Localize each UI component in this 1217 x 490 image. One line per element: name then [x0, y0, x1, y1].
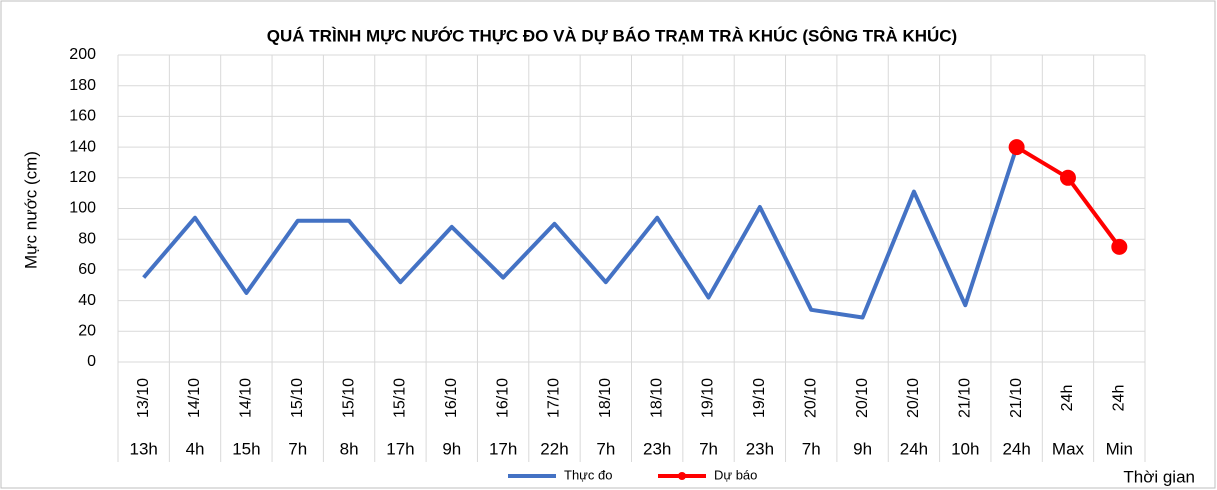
x-tick-label-time: 7h	[596, 439, 615, 458]
series-marker	[1111, 238, 1128, 255]
x-tick-label-time: 7h	[699, 439, 718, 458]
x-tick-label-date: 15/10	[340, 378, 357, 418]
x-axis-title: Thời gian	[1123, 467, 1195, 486]
x-tick-label-date: 20/10	[905, 378, 922, 418]
x-tick-label-date: 15/10	[392, 378, 409, 418]
y-tick-label: 40	[78, 292, 96, 309]
y-tick-label: 160	[69, 108, 96, 125]
x-tick-label-time: 13h	[129, 439, 157, 458]
x-tick-label-date: 18/10	[597, 378, 614, 418]
x-tick-label-time: 24h	[900, 439, 928, 458]
x-tick-label-time: 7h	[288, 439, 307, 458]
y-tick-label: 140	[69, 138, 96, 155]
x-tick-label-date: 19/10	[751, 378, 768, 418]
x-tick-label-time: Min	[1106, 439, 1133, 458]
x-tick-label-date: 20/10	[854, 378, 871, 418]
x-tick-label-date: 14/10	[186, 378, 203, 418]
x-tick-label-time: 17h	[489, 439, 517, 458]
x-tick-label-time: 23h	[643, 439, 671, 458]
x-tick-label-time: 24h	[1002, 439, 1030, 458]
y-tick-label: 20	[78, 323, 96, 340]
x-tick-label-date: 16/10	[494, 378, 511, 418]
y-tick-label: 180	[69, 77, 96, 94]
y-tick-label: 200	[69, 46, 96, 63]
x-tick-label-time: 8h	[340, 439, 359, 458]
x-tick-label-time: 22h	[540, 439, 568, 458]
x-tick-label-date: 21/10	[956, 378, 973, 418]
x-tick-label-date: 21/10	[1008, 378, 1025, 418]
x-tick-label-time: Max	[1052, 439, 1085, 458]
x-tick-label-date: 24h	[1059, 385, 1076, 412]
x-tick-label-time: 7h	[802, 439, 821, 458]
y-tick-label: 120	[69, 169, 96, 186]
y-tick-label: 100	[69, 200, 96, 217]
y-tick-label: 80	[78, 230, 96, 247]
series-marker	[1059, 169, 1076, 186]
x-tick-label-time: 23h	[746, 439, 774, 458]
y-tick-label: 60	[78, 261, 96, 278]
x-tick-label-date: 16/10	[443, 378, 460, 418]
chart-title: QUÁ TRÌNH MỰC NƯỚC THỰC ĐO VÀ DỰ BÁO TRẠ…	[267, 26, 957, 45]
x-tick-label-date: 24h	[1111, 385, 1128, 412]
x-tick-label-time: 10h	[951, 439, 979, 458]
legend-label: Dự báo	[714, 467, 757, 482]
x-tick-label-time: 17h	[386, 439, 414, 458]
x-tick-label-date: 19/10	[700, 378, 717, 418]
series-marker	[1008, 139, 1025, 156]
x-tick-label-date: 17/10	[546, 378, 563, 418]
x-tick-label-date: 20/10	[802, 378, 819, 418]
x-tick-label-date: 15/10	[289, 378, 306, 418]
legend-label: Thực đo	[564, 467, 612, 482]
x-tick-label-date: 18/10	[648, 378, 665, 418]
y-axis-title: Mực nước (cm)	[21, 151, 40, 269]
series-line	[142, 146, 1019, 320]
x-tick-label-date: 14/10	[238, 378, 255, 418]
x-tick-label-time: 9h	[442, 439, 461, 458]
legend-marker	[678, 472, 686, 480]
x-tick-label-time: 9h	[853, 439, 872, 458]
y-tick-label: 0	[87, 353, 96, 370]
x-tick-label-time: 15h	[232, 439, 260, 458]
x-tick-label-date: 13/10	[135, 378, 152, 418]
x-tick-label-time: 4h	[186, 439, 205, 458]
